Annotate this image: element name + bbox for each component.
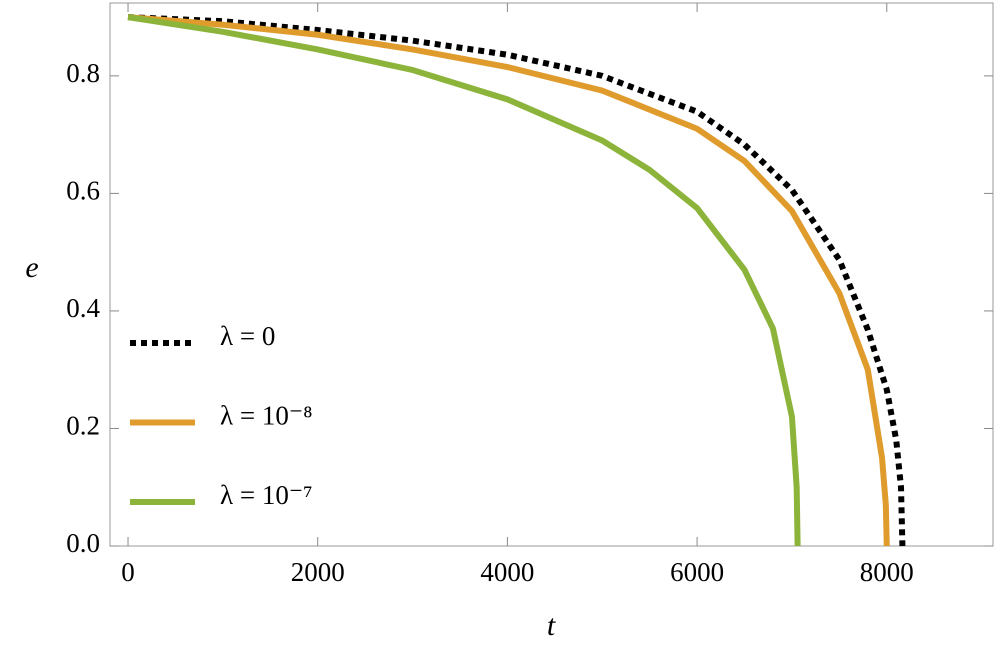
legend-label: λ = 10⁻⁸ (220, 401, 312, 431)
series-line (127, 14, 801, 547)
x-tick-label: 0 (121, 557, 135, 587)
x-tick-label: 8000 (860, 557, 914, 587)
x-tick-label: 2000 (291, 557, 345, 587)
plot-frame (109, 2, 994, 547)
y-tick-label: 0.0 (66, 528, 100, 558)
series-line (127, 14, 906, 547)
y-tick-label: 0.6 (66, 176, 100, 206)
y-axis-label: e (25, 251, 38, 284)
legend-label: λ = 10⁻⁷ (220, 480, 312, 510)
y-tick-label: 0.4 (66, 293, 100, 323)
legend-label: λ = 0 (220, 321, 275, 351)
series-line (127, 14, 890, 547)
y-tick-label: 0.8 (66, 58, 100, 88)
y-tick-label: 0.2 (66, 411, 100, 441)
x-axis-label: t (547, 609, 556, 642)
x-tick-label: 6000 (670, 557, 724, 587)
x-tick-label: 4000 (480, 557, 534, 587)
